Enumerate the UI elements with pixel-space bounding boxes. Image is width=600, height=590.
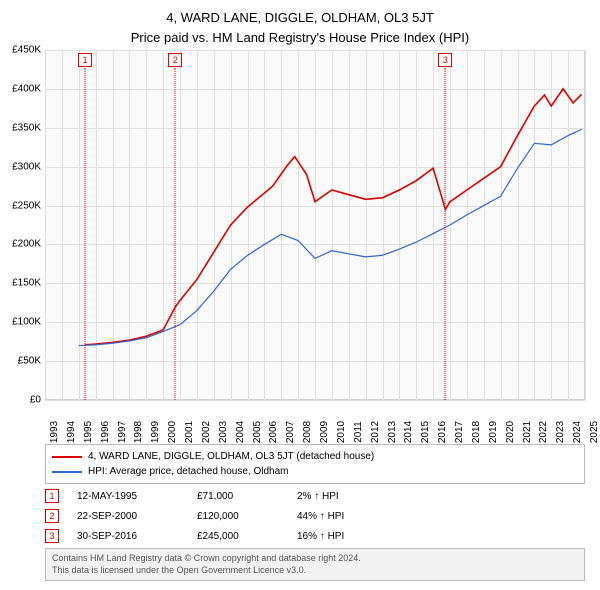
y-tick-label: £300K <box>12 161 45 172</box>
chart-marker-dropline <box>445 68 446 400</box>
x-tick-label: 2020 <box>501 421 516 443</box>
transaction-row: 1 12-MAY-1995£71,0002% ↑ HPI <box>45 486 585 506</box>
x-tick-label: 2001 <box>180 421 195 443</box>
line-series <box>45 50 585 400</box>
y-tick-label: £200K <box>12 239 45 250</box>
y-tick-label: £350K <box>12 122 45 133</box>
x-tick-label: 2007 <box>281 421 296 443</box>
transaction-change: 2% ↑ HPI <box>297 491 585 502</box>
x-tick-label: 2000 <box>163 421 178 443</box>
legend-row: 4, WARD LANE, DIGGLE, OLDHAM, OL3 5JT (d… <box>52 449 578 464</box>
chart-subtitle: Price paid vs. HM Land Registry's House … <box>0 28 600 48</box>
chart-title-address: 4, WARD LANE, DIGGLE, OLDHAM, OL3 5JT <box>0 8 600 28</box>
footer-attribution: Contains HM Land Registry data © Crown c… <box>45 548 585 581</box>
footer-line-1: Contains HM Land Registry data © Crown c… <box>52 553 578 565</box>
x-tick-label: 2003 <box>214 421 229 443</box>
x-tick-label: 2010 <box>332 421 347 443</box>
legend-label: HPI: Average price, detached house, Oldh… <box>88 464 289 479</box>
x-tick-label: 2023 <box>551 421 566 443</box>
x-tick-label: 2015 <box>416 421 431 443</box>
transactions-table: 1 12-MAY-1995£71,0002% ↑ HPI 2 22-SEP-2000£… <box>45 486 585 546</box>
series-line <box>85 89 582 345</box>
transaction-price: £245,000 <box>197 531 297 542</box>
transaction-date: 30-SEP-2016 <box>77 531 197 542</box>
x-tick-label: 2016 <box>433 421 448 443</box>
y-tick-label: £400K <box>12 83 45 94</box>
transaction-price: £71,000 <box>197 491 297 502</box>
x-tick-label: 2022 <box>534 421 549 443</box>
chart-marker-dropline <box>84 68 85 400</box>
x-tick-label: 2004 <box>231 421 246 443</box>
x-tick-label: 1999 <box>146 421 161 443</box>
legend-swatch <box>52 456 82 458</box>
y-tick-label: £100K <box>12 317 45 328</box>
x-tick-label: 2024 <box>568 421 583 443</box>
footer-line-2: This data is licensed under the Open Gov… <box>52 565 578 577</box>
chart-marker: 2 <box>168 53 182 67</box>
x-tick-label: 2006 <box>264 421 279 443</box>
x-tick-label: 2025 <box>585 421 600 443</box>
x-tick-label: 2008 <box>298 421 313 443</box>
chart-marker: 1 <box>78 53 92 67</box>
x-tick-label: 2013 <box>383 421 398 443</box>
y-tick-label: £250K <box>12 200 45 211</box>
chart-legend: 4, WARD LANE, DIGGLE, OLDHAM, OL3 5JT (d… <box>45 444 585 484</box>
x-tick-label: 1998 <box>129 421 144 443</box>
legend-row: HPI: Average price, detached house, Oldh… <box>52 464 578 479</box>
x-tick-label: 1994 <box>62 421 77 443</box>
x-tick-label: 2021 <box>518 421 533 443</box>
x-tick-label: 2002 <box>197 421 212 443</box>
chart-marker-dropline <box>175 68 176 400</box>
chart-marker: 3 <box>438 53 452 67</box>
chart-header: 4, WARD LANE, DIGGLE, OLDHAM, OL3 5JT Pr… <box>0 0 600 47</box>
y-tick-label: £50K <box>18 356 45 367</box>
transaction-row: 2 22-SEP-2000£120,00044% ↑ HPI <box>45 506 585 526</box>
x-tick-label: 1995 <box>79 421 94 443</box>
transaction-marker: 1 <box>45 489 59 503</box>
transaction-date: 12-MAY-1995 <box>77 491 197 502</box>
transaction-date: 22-SEP-2000 <box>77 511 197 522</box>
legend-swatch <box>52 471 82 473</box>
x-tick-label: 2014 <box>399 421 414 443</box>
x-tick-label: 2011 <box>349 421 364 443</box>
transaction-price: £120,000 <box>197 511 297 522</box>
transaction-marker: 3 <box>45 529 59 543</box>
x-tick-label: 2005 <box>248 421 263 443</box>
legend-label: 4, WARD LANE, DIGGLE, OLDHAM, OL3 5JT (d… <box>88 449 374 464</box>
x-tick-label: 2009 <box>315 421 330 443</box>
x-tick-label: 2017 <box>450 421 465 443</box>
transaction-change: 16% ↑ HPI <box>297 531 585 542</box>
x-tick-label: 2018 <box>467 421 482 443</box>
chart-plot-area: £0£50K£100K£150K£200K£250K£300K£350K£400… <box>45 50 585 400</box>
y-tick-label: £450K <box>12 45 45 56</box>
x-tick-label: 1996 <box>96 421 111 443</box>
x-tick-label: 1997 <box>113 421 128 443</box>
y-tick-label: £0 <box>30 395 45 406</box>
x-tick-label: 2019 <box>484 421 499 443</box>
x-tick-label: 1993 <box>45 421 60 443</box>
transaction-change: 44% ↑ HPI <box>297 511 585 522</box>
transaction-row: 3 30-SEP-2016£245,00016% ↑ HPI <box>45 526 585 546</box>
x-tick-label: 2012 <box>366 421 381 443</box>
transaction-marker: 2 <box>45 509 59 523</box>
series-line <box>79 129 582 345</box>
y-tick-label: £150K <box>12 278 45 289</box>
